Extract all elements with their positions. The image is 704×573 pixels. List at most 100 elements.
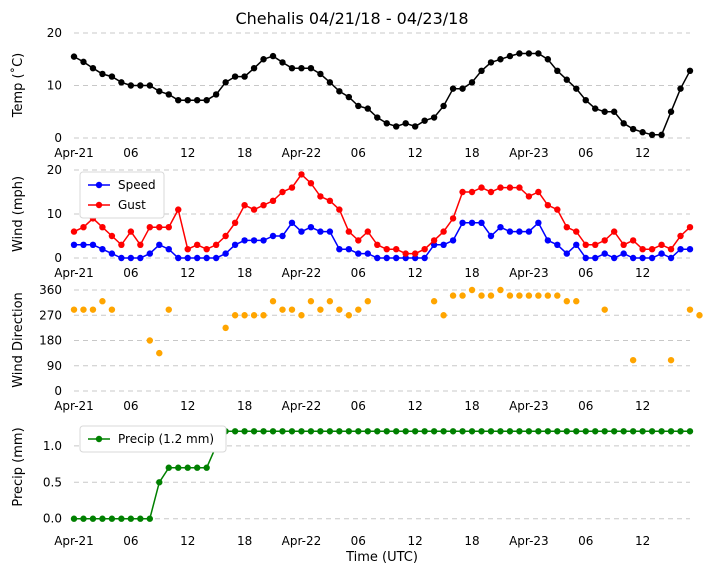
x-tick-label: Apr-22 bbox=[282, 534, 322, 548]
data-point bbox=[658, 250, 665, 257]
data-point bbox=[165, 91, 172, 98]
data-point bbox=[686, 224, 694, 231]
y-tick-label: 360 bbox=[39, 283, 62, 297]
y-axis-label: Wind Direction bbox=[11, 292, 26, 388]
x-tick-label: 12 bbox=[635, 266, 650, 280]
y-tick-label: 270 bbox=[39, 308, 62, 322]
data-point bbox=[345, 246, 353, 253]
data-point bbox=[156, 241, 163, 248]
data-point bbox=[393, 428, 400, 435]
data-point bbox=[658, 241, 665, 248]
data-point bbox=[497, 428, 504, 435]
legend-marker bbox=[95, 435, 103, 443]
data-point bbox=[468, 428, 476, 435]
data-point bbox=[108, 515, 116, 522]
data-point bbox=[269, 52, 277, 60]
data-point bbox=[184, 97, 191, 104]
data-point bbox=[677, 85, 684, 92]
data-point bbox=[307, 298, 315, 305]
data-point bbox=[516, 50, 523, 57]
data-point bbox=[601, 237, 608, 244]
data-point bbox=[383, 246, 390, 253]
data-point bbox=[345, 93, 353, 101]
data-point bbox=[648, 131, 656, 139]
data-point bbox=[629, 125, 637, 133]
data-point bbox=[525, 292, 533, 299]
data-point bbox=[516, 428, 523, 435]
data-point bbox=[667, 246, 675, 253]
data-point bbox=[393, 123, 400, 130]
y-tick-label: 0.5 bbox=[43, 475, 62, 489]
x-tick-label: Apr-23 bbox=[509, 266, 549, 280]
data-point bbox=[146, 82, 154, 89]
data-point bbox=[184, 246, 191, 253]
data-point bbox=[573, 298, 580, 305]
data-point bbox=[629, 428, 637, 435]
x-tick-label: 12 bbox=[635, 399, 650, 413]
legend-label: Gust bbox=[118, 198, 146, 212]
data-point bbox=[610, 108, 618, 115]
data-point bbox=[374, 241, 381, 248]
data-point bbox=[336, 306, 343, 313]
data-point bbox=[317, 428, 324, 435]
data-point bbox=[677, 428, 684, 435]
x-tick-label: Apr-23 bbox=[509, 534, 549, 548]
data-point bbox=[459, 85, 466, 92]
data-point bbox=[260, 237, 267, 244]
data-point bbox=[298, 312, 305, 319]
data-point bbox=[345, 428, 353, 435]
data-point bbox=[686, 428, 694, 435]
data-point bbox=[260, 202, 267, 209]
panel-3: 0 90 180 270 360 Wind Direction Apr-21 06 12 18 Ap… bbox=[11, 283, 703, 413]
data-point bbox=[89, 515, 97, 522]
data-point bbox=[194, 241, 201, 248]
data-point bbox=[70, 53, 78, 60]
data-point bbox=[80, 241, 87, 248]
data-point bbox=[137, 241, 144, 248]
data-point bbox=[118, 79, 125, 86]
data-point bbox=[317, 70, 324, 78]
data-point bbox=[184, 254, 191, 262]
data-point bbox=[535, 50, 542, 57]
x-tick-label: Apr-22 bbox=[282, 399, 322, 413]
data-point bbox=[421, 254, 428, 262]
data-point bbox=[639, 129, 646, 136]
data-point bbox=[118, 515, 125, 522]
data-point bbox=[269, 232, 277, 240]
chart-title: Chehalis 04/21/18 - 04/23/18 bbox=[235, 9, 469, 28]
data-point bbox=[89, 306, 97, 313]
data-point bbox=[269, 197, 277, 204]
data-point bbox=[601, 428, 608, 435]
data-point bbox=[269, 428, 277, 435]
data-point bbox=[307, 180, 315, 187]
x-tick-label: 12 bbox=[635, 146, 650, 160]
data-point bbox=[307, 224, 315, 231]
data-point bbox=[203, 254, 210, 262]
data-point bbox=[592, 254, 599, 262]
data-point bbox=[506, 428, 514, 435]
x-tick-label: 18 bbox=[464, 534, 479, 548]
data-point bbox=[336, 88, 343, 95]
data-point bbox=[156, 479, 163, 486]
data-point bbox=[487, 59, 495, 66]
x-tick-label: 18 bbox=[464, 266, 479, 280]
data-point bbox=[156, 224, 163, 231]
data-point bbox=[222, 324, 229, 332]
data-point bbox=[269, 298, 277, 305]
data-point bbox=[317, 228, 324, 235]
data-point bbox=[80, 515, 87, 522]
data-point bbox=[165, 306, 172, 313]
data-point bbox=[610, 428, 618, 435]
y-axis-label: Precip (mm) bbox=[11, 427, 26, 506]
data-point bbox=[279, 232, 286, 240]
data-point bbox=[516, 292, 523, 299]
data-point bbox=[393, 254, 400, 262]
data-point bbox=[118, 241, 125, 248]
data-point bbox=[127, 228, 135, 235]
data-point bbox=[80, 224, 87, 231]
data-point bbox=[260, 56, 267, 63]
data-point bbox=[80, 306, 87, 313]
data-point bbox=[231, 73, 239, 80]
data-point bbox=[364, 428, 371, 435]
